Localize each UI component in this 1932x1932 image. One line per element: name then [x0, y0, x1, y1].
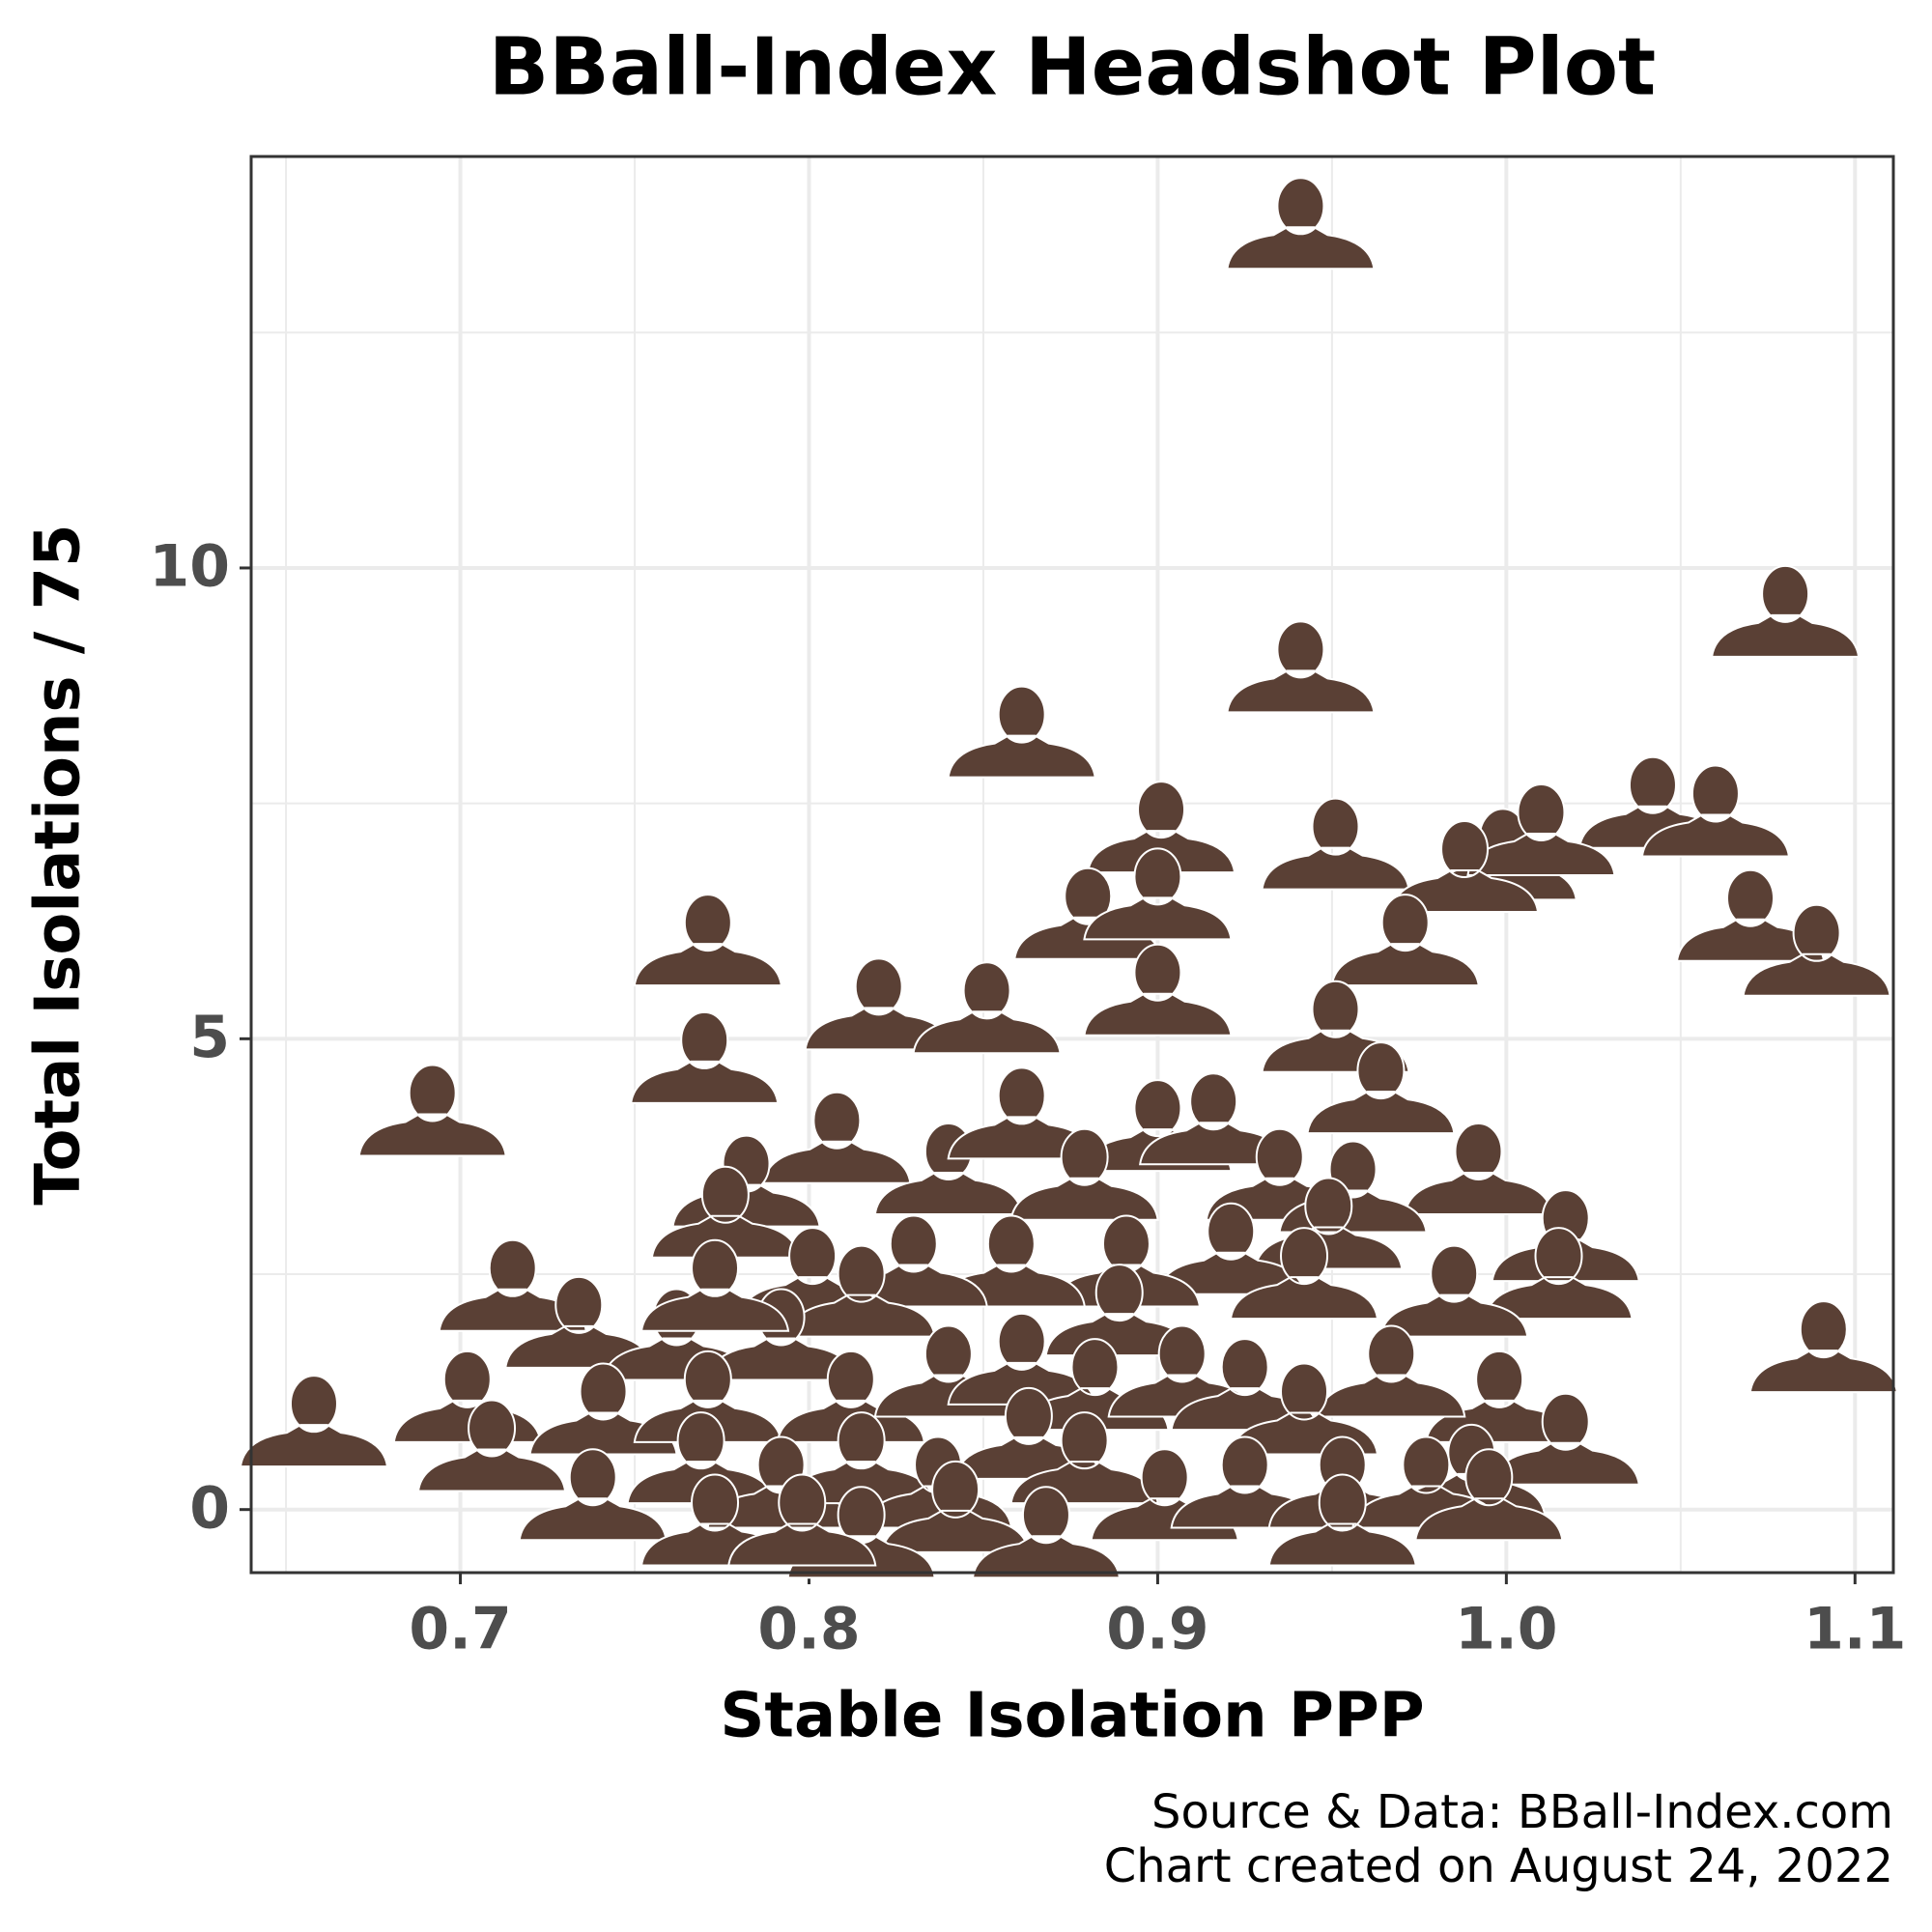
- plot-frame: [249, 155, 1895, 1575]
- headshot-point: [1742, 903, 1891, 997]
- headshot-point: [1640, 764, 1791, 858]
- headshot-point: [1226, 620, 1376, 714]
- headshot-point: [776, 1350, 925, 1443]
- headshot-point: [1009, 1127, 1159, 1221]
- y-tick-label: 5: [189, 1004, 230, 1071]
- x-tick-label: 0.7: [409, 1596, 511, 1663]
- headshot-point: [912, 961, 1062, 1055]
- headshot-point: [633, 894, 782, 987]
- headshot-point: [416, 1399, 567, 1492]
- y-axis-label: Total Isolations / 75: [23, 524, 95, 1205]
- headshot-point: [947, 1312, 1096, 1406]
- headshot-point: [630, 1011, 780, 1104]
- headshot-point: [1306, 1041, 1456, 1135]
- chart-title: BBall-Index Headshot Plot: [489, 21, 1657, 113]
- headshot-point: [1267, 1473, 1417, 1567]
- headshot-point: [727, 1473, 877, 1567]
- headshot-point: [1086, 781, 1236, 874]
- headshot-point: [1229, 1362, 1379, 1456]
- headshot-point: [1484, 1227, 1634, 1321]
- headshot-point: [239, 1375, 389, 1468]
- headshot-point: [762, 1091, 912, 1184]
- headshot-point: [1414, 1448, 1564, 1542]
- headshot-point: [633, 1350, 782, 1443]
- x-tick-label: 0.9: [1106, 1596, 1208, 1663]
- headshot-point: [1389, 820, 1540, 914]
- y-tick-label: 0: [189, 1474, 230, 1542]
- headshot-point: [1083, 847, 1233, 941]
- headshot-point: [1379, 1244, 1529, 1338]
- x-tick-label: 1.0: [1455, 1596, 1557, 1663]
- headshot-point: [1229, 1227, 1379, 1321]
- headshot-point: [1226, 177, 1376, 270]
- y-tick-label: 10: [150, 533, 231, 601]
- headshot-point: [1261, 797, 1410, 891]
- headshot-point: [1330, 894, 1480, 987]
- date-note: Chart created on August 24, 2022: [1104, 1839, 1893, 1893]
- headshot-point: [357, 1064, 507, 1157]
- headshot-point: [880, 1460, 1031, 1553]
- headshot-point: [1083, 943, 1233, 1037]
- headshot-point: [639, 1238, 790, 1332]
- headshot-point: [971, 1486, 1122, 1579]
- headshot-point: [947, 685, 1096, 779]
- headshot-point: [518, 1448, 668, 1542]
- source-note: Source & Data: BBall-Index.com: [1151, 1785, 1893, 1839]
- x-tick-label: 0.8: [757, 1596, 860, 1663]
- x-axis-label: Stable Isolation PPP: [720, 1681, 1424, 1752]
- headshot-point: [1710, 564, 1861, 658]
- x-tick-label: 1.1: [1804, 1596, 1906, 1663]
